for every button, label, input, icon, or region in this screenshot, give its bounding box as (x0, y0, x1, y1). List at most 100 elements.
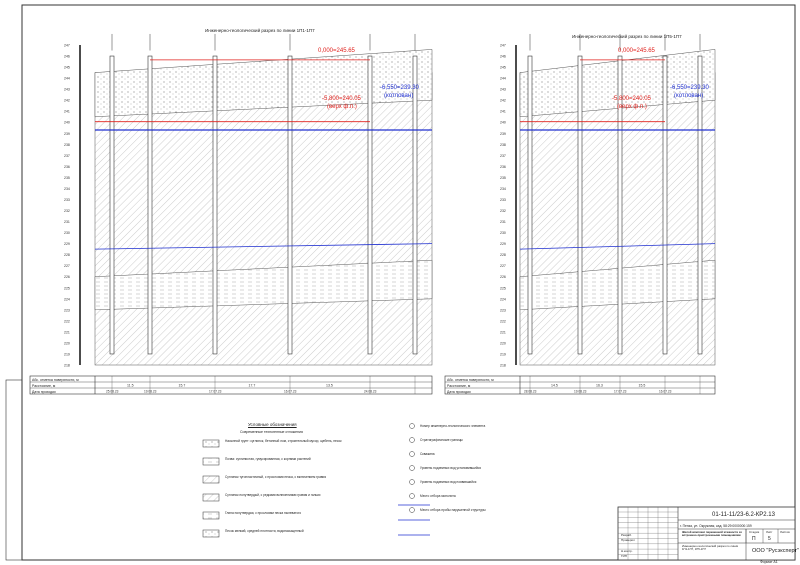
elevation-tick-label: 222 (500, 319, 506, 323)
elevation-tick-label: 232 (500, 209, 506, 213)
legend-swatch (202, 457, 220, 466)
sheets-header: Листов (780, 530, 790, 534)
elevation-tick-label: 230 (64, 231, 70, 235)
elevation-tick-label: 242 (64, 99, 70, 103)
section-2-foundation-note: (верх ф.п.) (617, 104, 647, 110)
elevation-tick-label: 236 (500, 165, 506, 169)
section-1-foundation-note: (верх ф.п.) (327, 104, 357, 110)
distance-value: 11.5 (127, 384, 134, 388)
groundwater-line (94, 243, 433, 250)
elevation-tick-label: 243 (500, 88, 506, 92)
elevation-tick-label: 240 (500, 121, 506, 125)
elevation-tick-label: 244 (64, 77, 70, 81)
legend-item-text: Суглинок полутвердый, с редкими включени… (225, 493, 321, 497)
elevation-tick-label: 223 (64, 308, 70, 312)
title-block (617, 506, 796, 561)
table-1-row-elev: Абс. отметка поверхности, м (32, 378, 79, 382)
object-name: Жилой комплекс переменной этажности со в… (682, 530, 743, 538)
legend-swatch (202, 475, 220, 484)
elevation-tick-label: 246 (64, 55, 70, 59)
borehole-table (29, 375, 433, 395)
elevation-tick-label: 220 (64, 341, 70, 345)
elevation-tick-label: 225 (64, 286, 70, 290)
elevation-tick-label: 233 (64, 198, 70, 202)
address: г. Пенза, ул. Окружная, кад. 58:29:00000… (680, 524, 752, 528)
borehole (212, 55, 218, 355)
legend-right-text: Стратиграфические границы (420, 438, 463, 442)
legend-item-text: Глина полутвердая, с прослоями песка пыл… (225, 511, 302, 515)
borehole (109, 55, 115, 355)
elevation-tick-label: 224 (64, 297, 70, 301)
legend-right-text: Номер инженерно-геологического элемента (420, 424, 486, 428)
borehole (412, 55, 418, 355)
borehole (577, 55, 583, 355)
sheet-title: Инженерно-геологический разрез по линии … (682, 544, 739, 552)
legend-right-text: Уровень подземных вод установившийся (420, 466, 481, 470)
elevation-tick-label: 236 (64, 165, 70, 169)
elevation-tick-label: 234 (500, 187, 506, 191)
soil-layer-fill (95, 49, 432, 117)
section-2-foundation-level: -5,800=240.05 (612, 96, 651, 102)
section-2: 247 246 245 244 243 242 241 240 239 238 237 236 235 2… (444, 33, 716, 395)
date-value: 17.07.23 (614, 390, 627, 394)
elevation-tick-label: 223 (500, 308, 506, 312)
elevation-tick-label: 231 (500, 220, 506, 224)
elevation-tick-label: 238 (500, 143, 506, 147)
stage-header: Стадия (749, 530, 760, 534)
elevation-tick-label: 228 (64, 253, 70, 257)
elevation-tick-label: 247 (64, 44, 70, 48)
borehole (147, 55, 153, 355)
elevation-tick-label: 225 (500, 286, 506, 290)
section-2-zero-level: 0,000=245.65 (618, 48, 655, 54)
title-block-frame (617, 506, 796, 561)
elevation-tick-label: 243 (64, 88, 70, 92)
legend-right-text: Уровень подземных вод появившийся (420, 480, 477, 484)
borehole (617, 55, 623, 355)
date-value: 17.07.23 (209, 390, 222, 394)
drawing-code: 01-11-11/23-6.2-КР2.13 (712, 512, 775, 518)
legend-symbol (409, 493, 415, 499)
groundwater-line (519, 243, 716, 250)
elevation-tick-label: 230 (500, 231, 506, 235)
legend-symbol (409, 465, 415, 471)
elevation-tick-label: 224 (500, 297, 506, 301)
legend-symbol (409, 437, 415, 443)
legend-swatch (202, 439, 220, 448)
elevation-tick-label: 247 (500, 44, 506, 48)
section-1-zero-level: 0,000=245.65 (318, 48, 355, 54)
distance-value: 15.5 (639, 384, 646, 388)
borehole (367, 55, 373, 355)
distance-value: 15.7 (179, 384, 186, 388)
elevation-tick-label: 219 (64, 352, 70, 356)
borehole (662, 55, 668, 355)
borehole (527, 55, 533, 355)
elevation-tick-label: 241 (500, 110, 506, 114)
date-value: 16.07.23 (284, 390, 297, 394)
elevation-tick-label: 237 (64, 154, 70, 158)
legend-symbol (409, 507, 415, 513)
legend (202, 423, 430, 538)
table-2-row-dist: Расстояние, м (447, 384, 471, 388)
format-label: Формат А1 (760, 560, 778, 564)
borehole (287, 55, 293, 355)
elevation-tick-label: 244 (500, 77, 506, 81)
elevation-tick-label: 235 (64, 176, 70, 180)
elevation-tick-label: 227 (500, 264, 506, 268)
section-2-title: Инженерно-геологический разрез по линии … (572, 34, 682, 39)
elevation-tick-label: 232 (64, 209, 70, 213)
elevation-tick-label: 226 (500, 275, 506, 279)
section-1-title: Инженерно-геологический разрез по линии … (205, 28, 315, 33)
legend-symbol (409, 423, 415, 429)
date-value: 19.08.23 (574, 390, 587, 394)
side-stamp (5, 379, 23, 561)
distance-value: 14.5 (551, 384, 558, 388)
legend-item-text: Насыпной грунт: суглинок, бетонный лом, … (225, 439, 342, 443)
company: ООО "Русэксперт" (752, 548, 799, 554)
legend-subtitle: Современные техногенные отложения (240, 430, 303, 434)
elevation-tick-label: 237 (500, 154, 506, 158)
elevation-tick-label: 241 (64, 110, 70, 114)
elevation-tick-label: 219 (500, 352, 506, 356)
elevation-tick-label: 235 (500, 176, 506, 180)
role-checker: Проверил (621, 538, 635, 542)
